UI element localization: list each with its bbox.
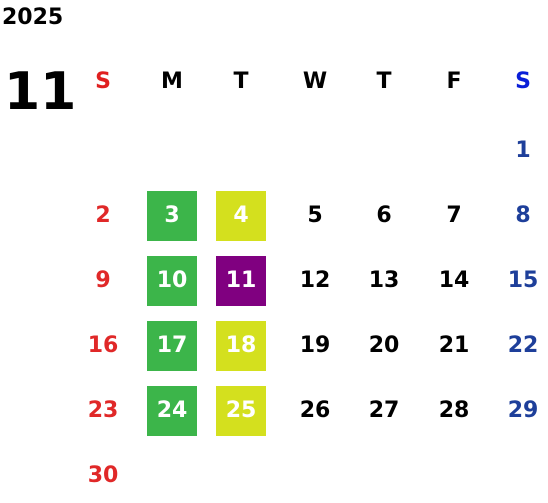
weekday-label: M (161, 69, 183, 94)
highlight-box (216, 321, 266, 371)
highlight-box (216, 386, 266, 436)
weekday-label: T (376, 69, 391, 94)
date: 14 (439, 268, 470, 293)
weekday-label: S (95, 69, 111, 94)
weekday-label: T (233, 69, 248, 94)
date: 28 (439, 398, 470, 423)
date: 7 (446, 203, 461, 228)
date: 3 (164, 203, 179, 228)
date: 12 (300, 268, 331, 293)
date: 21 (439, 333, 470, 358)
date: 15 (508, 268, 539, 293)
date: 26 (300, 398, 331, 423)
date: 8 (515, 203, 530, 228)
date: 20 (369, 333, 400, 358)
date: 13 (369, 268, 400, 293)
date: 23 (88, 398, 119, 423)
date: 1 (515, 138, 530, 163)
date: 22 (508, 333, 539, 358)
date: 4 (233, 203, 248, 228)
date: 27 (369, 398, 400, 423)
weekday-label: F (446, 69, 461, 94)
year: 2025 (2, 5, 63, 30)
weekday-label: W (303, 69, 327, 94)
highlight-box (216, 191, 266, 241)
date: 2 (95, 203, 110, 228)
date: 30 (88, 463, 119, 488)
date: 16 (88, 333, 119, 358)
highlight-box (147, 191, 197, 241)
highlight-box (147, 386, 197, 436)
date: 24 (157, 398, 188, 423)
date: 5 (307, 203, 322, 228)
weekday-label: S (515, 69, 531, 94)
highlight-box (216, 256, 266, 306)
date: 19 (300, 333, 331, 358)
month: 11 (4, 62, 76, 122)
date: 10 (157, 268, 188, 293)
date: 17 (157, 333, 188, 358)
highlight-box (147, 256, 197, 306)
date: 29 (508, 398, 539, 423)
highlight-box (147, 321, 197, 371)
date: 18 (226, 333, 257, 358)
date: 25 (226, 398, 257, 423)
date: 11 (226, 268, 257, 293)
date: 6 (376, 203, 391, 228)
date: 9 (95, 268, 110, 293)
